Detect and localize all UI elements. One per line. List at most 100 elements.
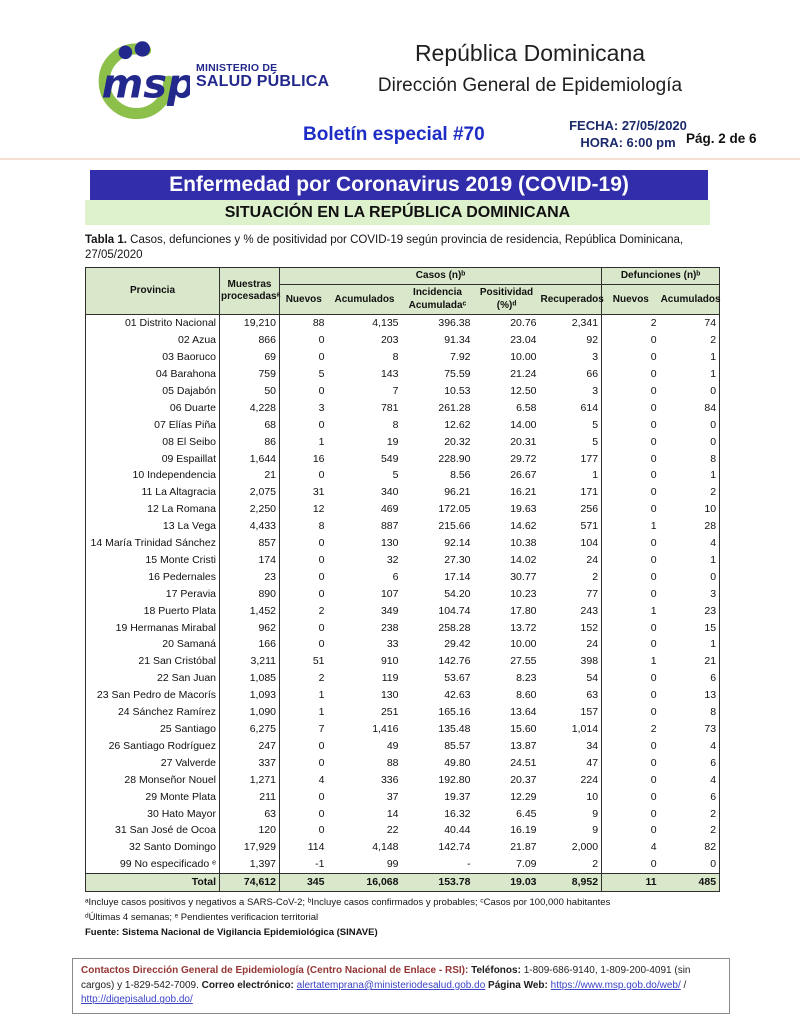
value-cell: 0 <box>650 824 657 837</box>
value-cell: 171 <box>539 484 603 502</box>
value-cell: 19,210 <box>219 314 280 333</box>
value-cell: 7 <box>318 723 325 736</box>
web-link-digepi[interactable]: http://digepisalud.gob.do/ <box>81 994 193 1006</box>
web-link-msp[interactable]: https://www.msp.gob.do/web/ <box>550 979 681 991</box>
value-cell: 1 <box>710 367 717 380</box>
value-cell: 8 <box>392 418 399 431</box>
email-link[interactable]: alertatemprana@ministeriodesalud.gob.do <box>296 979 486 991</box>
value-cell: 50 <box>219 383 280 400</box>
province-cell: 14 María Trinidad Sánchez <box>85 535 220 553</box>
value-cell: 3 <box>539 349 603 367</box>
value-cell: 82 <box>704 841 717 854</box>
province-cell: 05 Dajabón <box>85 383 220 400</box>
value-cell: 1 <box>539 467 603 485</box>
value-cell: 88 <box>312 317 325 330</box>
value-cell: 47 <box>539 754 603 772</box>
value-cell: 13 <box>704 689 717 702</box>
value-cell: 759 <box>219 366 280 383</box>
value-cell: 0 <box>318 739 325 752</box>
province-cell: 24 Sánchez Ramírez <box>85 704 220 722</box>
web-link-separator: / <box>683 979 687 991</box>
value-cell: 19.63 <box>510 503 537 516</box>
value-cell: 16 <box>312 452 325 465</box>
value-cell: 3 <box>710 587 717 600</box>
phones-label: Teléfonos: <box>471 965 521 977</box>
value-cell: 4 <box>710 537 717 550</box>
province-cell: 15 Monte Cristi <box>85 552 220 569</box>
value-cell: 8 <box>710 452 717 465</box>
value-cell: 54.20 <box>444 587 471 600</box>
value-cell: 51 <box>312 655 325 668</box>
value-cell: 247 <box>219 738 280 755</box>
value-cell: 0 <box>650 384 657 397</box>
value-cell: 0 <box>650 334 657 347</box>
value-cell: 8 <box>392 351 399 364</box>
value-cell: 74 <box>704 317 717 330</box>
value-cell: 4,228 <box>219 399 280 417</box>
total-incidencia: 153.78 <box>401 873 474 892</box>
value-cell: 243 <box>539 602 603 620</box>
value-cell: 890 <box>219 585 280 603</box>
table-row: 30 Hato Mayor 63 0 14 16.32 6.45 9 0 2 <box>85 805 720 823</box>
value-cell: 16.21 <box>510 486 537 499</box>
table-row: 99 No especificado ᵉ 1,397 -1 99 - 7.09 2 0 0 <box>85 856 720 874</box>
msp-logo-icon: msp <box>98 41 190 120</box>
value-cell: 336 <box>380 773 399 786</box>
table-caption-label: Tabla 1. <box>85 234 127 246</box>
value-cell: 1,416 <box>372 723 399 736</box>
value-cell: 12.29 <box>510 790 537 803</box>
value-cell: 0 <box>650 401 657 414</box>
group-header-defunciones: Defunciones (n)ᵇ <box>601 267 720 286</box>
province-cell: 20 Samaná <box>85 636 220 654</box>
value-cell: 4,148 <box>372 841 399 854</box>
value-cell: 4 <box>710 739 717 752</box>
province-cell: 11 La Altagracia <box>85 484 220 502</box>
value-cell: 0 <box>318 756 325 769</box>
value-cell: 21.24 <box>510 367 537 380</box>
value-cell: 192.80 <box>438 773 471 786</box>
value-cell: 104.74 <box>438 604 471 617</box>
value-cell: 0 <box>650 689 657 702</box>
value-cell: 21.87 <box>510 841 537 854</box>
footnote-line1: ᵃIncluye casos positivos y negativos a S… <box>85 897 611 909</box>
value-cell: 0 <box>318 469 325 482</box>
value-cell: 396.38 <box>438 317 471 330</box>
value-cell: 0 <box>318 334 325 347</box>
province-cell: 10 Independencia <box>85 467 220 485</box>
value-cell: 1 <box>710 553 717 566</box>
phones-value: 1-809-686-9140, 1-809-200-4091 (sin carg… <box>81 965 691 991</box>
value-cell: 0 <box>650 706 657 719</box>
value-cell: 1,397 <box>219 856 280 874</box>
value-cell: 120 <box>219 822 280 840</box>
value-cell: 23 <box>704 604 717 617</box>
value-cell: 571 <box>539 518 603 536</box>
value-cell: 16.32 <box>444 807 471 820</box>
table-row: 14 María Trinidad Sánchez 857 0 130 92.14 10.… <box>85 535 720 553</box>
value-cell: 1 <box>318 706 325 719</box>
province-cell: 02 Azua <box>85 332 220 350</box>
value-cell: 104 <box>539 535 603 553</box>
group-header-casos: Casos (n)ᵇ <box>279 267 603 286</box>
value-cell: 0 <box>710 435 717 448</box>
value-cell: 1 <box>710 351 717 364</box>
table-row: 24 Sánchez Ramírez 1,090 1 251 165.16 13.64 15… <box>85 704 720 722</box>
footnote-line2: ᵈÚltimas 4 semanas; ᵉ Pendientes verific… <box>85 911 319 923</box>
table-row: 01 Distrito Nacional 19,210 88 4,135 396.38 2… <box>85 314 720 333</box>
province-cell: 26 Santiago Rodríguez <box>85 738 220 755</box>
value-cell: 0 <box>650 807 657 820</box>
page-number: Pág. 2 de 6 <box>686 131 757 146</box>
table-row: 06 Duarte 4,228 3 781 261.28 6.58 614 0 84 <box>85 399 720 417</box>
value-cell: 10 <box>539 788 603 806</box>
table-row: 20 Samaná 166 0 33 29.42 10.00 24 0 1 <box>85 636 720 654</box>
col-header-def-nuevos: Nuevos <box>601 284 660 315</box>
value-cell: 77 <box>539 585 603 603</box>
value-cell: 2,000 <box>539 839 603 857</box>
value-cell: 1,452 <box>219 602 280 620</box>
value-cell: 34 <box>539 738 603 755</box>
total-nuevos: 345 <box>279 873 328 892</box>
value-cell: 17.80 <box>510 604 537 617</box>
value-cell: 0 <box>710 418 717 431</box>
value-cell: 0 <box>650 469 657 482</box>
value-cell: 1,093 <box>219 687 280 705</box>
table-row: 27 Valverde 337 0 88 49.80 24.51 47 0 6 <box>85 754 720 772</box>
